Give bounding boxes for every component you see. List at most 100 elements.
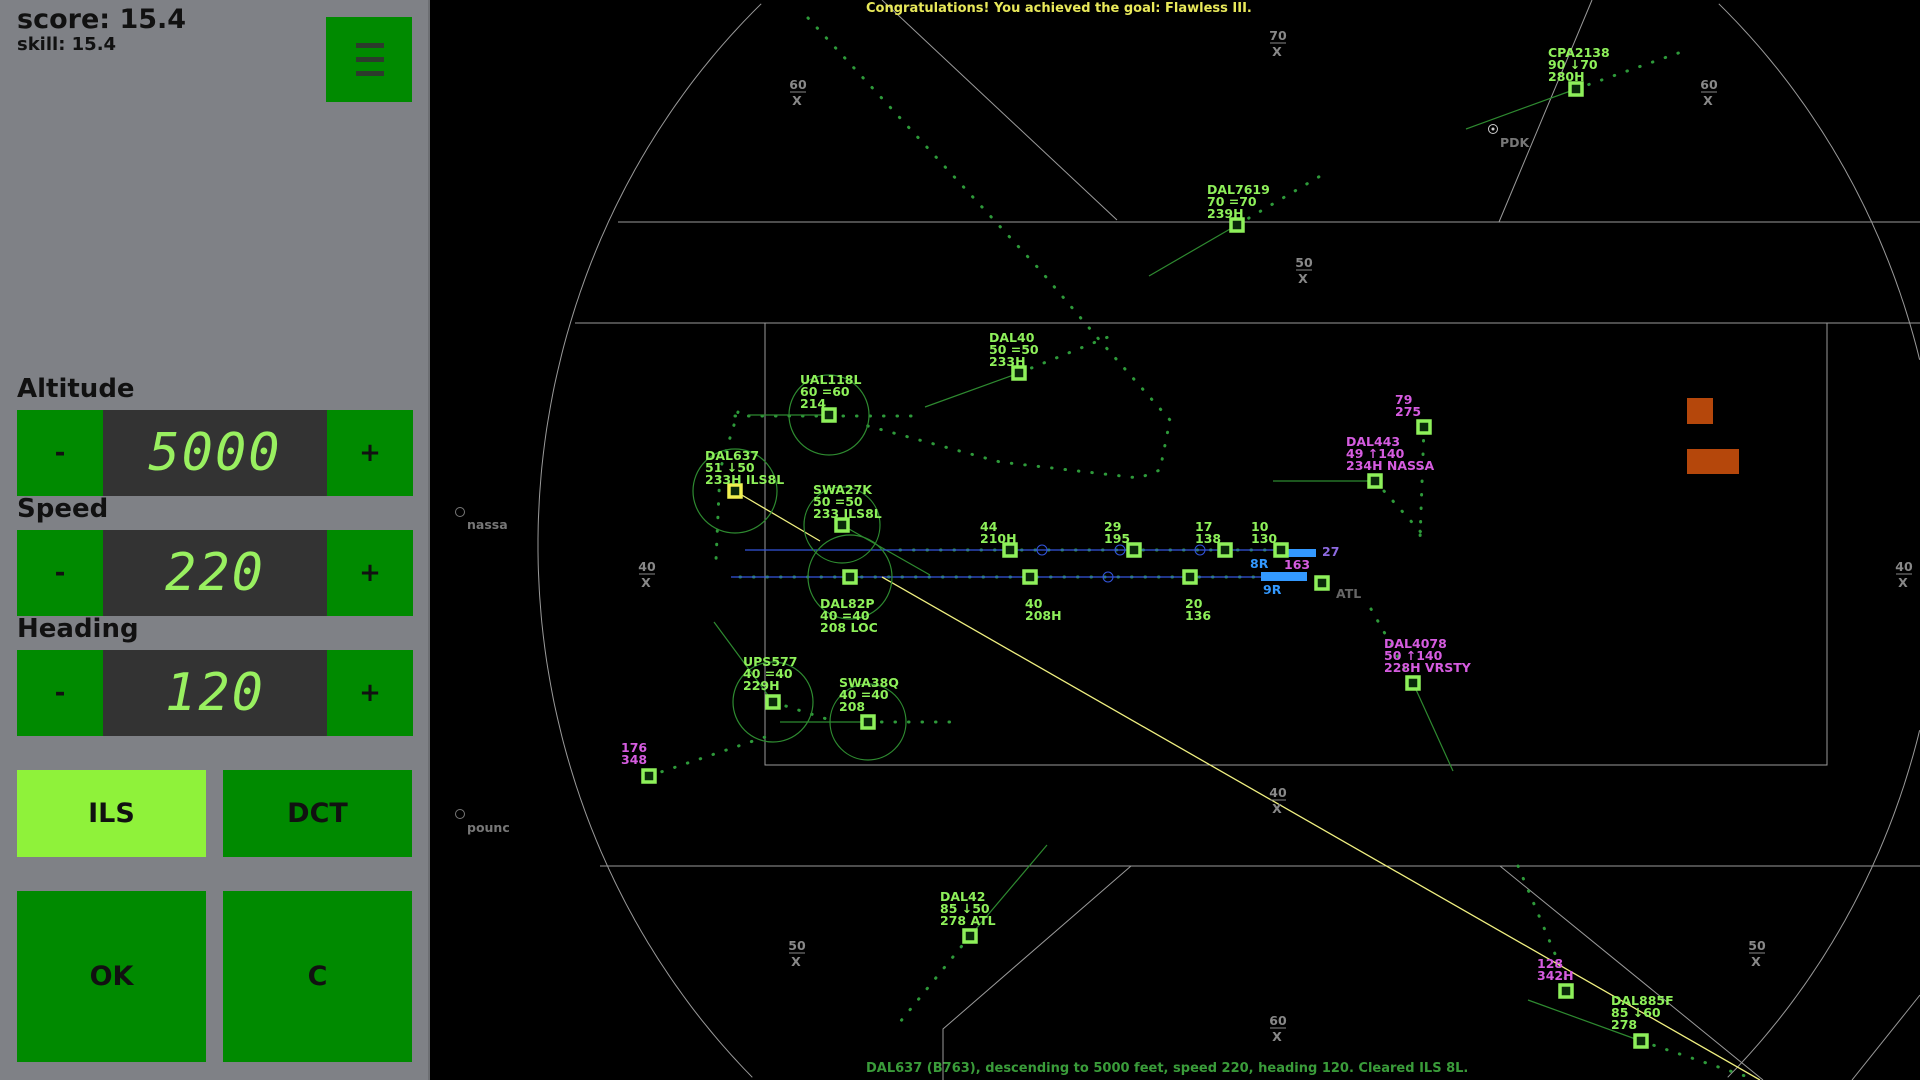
aircraft-data-tag[interactable]: 40 208H [1025, 596, 1062, 623]
aircraft-79[interactable]: 79 275 [1395, 392, 1432, 435]
altitude-increase-button[interactable]: + [327, 410, 413, 496]
speed-increase-button[interactable]: + [327, 530, 413, 616]
aircraft-target-icon[interactable] [765, 694, 781, 710]
aircraft-data-tag[interactable]: 128 342H [1537, 956, 1574, 983]
aircraft-target-icon[interactable] [641, 768, 657, 784]
aircraft-data-tag[interactable]: UPS577 40 =40 229H [743, 654, 797, 693]
aircraft-data-tag[interactable]: DAL42 85 ↓50 278 ATL [940, 889, 996, 928]
altitude-marker-value: 70 [1269, 28, 1287, 43]
aircraft-data-tag[interactable]: 20 136 [1185, 596, 1211, 623]
ils-button[interactable]: ILS [17, 770, 206, 857]
cancel-button[interactable]: C [223, 891, 412, 1062]
aircraft-target-icon[interactable] [1229, 217, 1245, 233]
aircraft-data-tag[interactable]: 17 138 [1195, 519, 1221, 546]
aircraft-dal637[interactable]: DAL637 51 ↓50 233H ILS8L [692, 448, 784, 534]
aircraft-dal443[interactable]: DAL443 49 ↑140 234H NASSA [1346, 434, 1434, 489]
approach-fix-marker [1114, 544, 1126, 556]
aircraft-target-icon[interactable] [1558, 983, 1574, 999]
tag-line: 10 [1251, 519, 1269, 534]
aircraft-dal4078[interactable]: DAL4078 50 ↑140 228H VRSTY [1384, 636, 1472, 691]
fix-pounc[interactable]: pounc [455, 809, 510, 836]
altitude-decrease-button[interactable]: - [17, 410, 103, 496]
aircraft-176[interactable]: 176 348 [621, 740, 657, 784]
heading-increase-button[interactable]: + [327, 650, 413, 736]
tag-line: 234H NASSA [1346, 458, 1434, 473]
fix-nassa[interactable]: nassa [455, 507, 508, 533]
aircraft-dal7619[interactable]: DAL7619 70 =70 239H [1207, 182, 1270, 233]
aircraft-target-icon[interactable] [1367, 473, 1383, 489]
aircraft-data-tag[interactable]: DAL885F 85 ↓60 278 [1611, 993, 1674, 1032]
ok-button[interactable]: OK [17, 891, 206, 1062]
aircraft-target-icon[interactable] [860, 714, 876, 730]
aircraft-data-tag[interactable]: SWA27K 50 =50 233 ILS8L [813, 482, 882, 521]
aircraft-data-tag[interactable]: DAL40 50 =50 233H [989, 330, 1039, 369]
tag-line: 280H [1548, 69, 1585, 84]
speed-decrease-button[interactable]: - [17, 530, 103, 616]
aircraft-target-icon[interactable] [962, 928, 978, 944]
aircraft-target-icon[interactable] [1273, 542, 1289, 558]
aircraft-ual118l[interactable]: UAL118L 60 =60 214 [788, 372, 870, 456]
aircraft-target-icon[interactable] [821, 407, 837, 423]
aircraft-data-tag[interactable]: 10 130 [1251, 519, 1277, 546]
aircraft-target-icon[interactable] [1011, 365, 1027, 381]
aircraft-target-icon[interactable] [727, 483, 743, 499]
aircraft-target-icon[interactable] [1182, 569, 1198, 585]
aircraft-data-tag[interactable]: DAL637 51 ↓50 233H ILS8L [705, 448, 784, 487]
aircraft-target-icon[interactable] [1126, 542, 1142, 558]
aircraft-data-tag[interactable]: SWA38Q 40 =40 208 [839, 675, 899, 714]
heading-label: Heading [17, 614, 139, 644]
aircraft-data-tag[interactable]: CPA2138 90 ↓70 280H [1548, 45, 1610, 84]
aircraft-target-icon[interactable] [1633, 1033, 1649, 1049]
aircraft-dal82p[interactable]: DAL82P 40 =40 208 LOC [807, 534, 893, 635]
aircraft-data-tag[interactable]: 176 348 [621, 740, 647, 767]
aircraft-10[interactable]: 10 130 [1251, 519, 1289, 558]
aircraft-target-icon[interactable] [1405, 675, 1421, 691]
aircraft-data-tag[interactable]: 79 275 [1395, 392, 1421, 419]
speed-display: 220 [103, 530, 327, 616]
fix-center-dot-icon [1491, 127, 1495, 131]
aircraft-data-tag[interactable]: DAL82P 40 =40 208 LOC [820, 596, 878, 635]
aircraft-target-icon[interactable] [1314, 575, 1330, 591]
altitude-marker-value: 60 [789, 77, 807, 92]
dct-button[interactable]: DCT [223, 770, 412, 857]
aircraft-29[interactable]: 29 195 [1104, 519, 1142, 558]
fix-pdk[interactable]: PDK [1488, 124, 1531, 151]
aircraft-data-tag[interactable]: 163 [1284, 557, 1310, 572]
aircraft-163[interactable]: 163 [1284, 557, 1330, 591]
aircraft-data-tag[interactable]: DAL7619 70 =70 239H [1207, 182, 1270, 221]
aircraft-target-icon[interactable] [1022, 569, 1038, 585]
heading-decrease-button[interactable]: - [17, 650, 103, 736]
aircraft-data-tag[interactable]: 29 195 [1104, 519, 1130, 546]
aircraft-target-icon[interactable] [1217, 542, 1233, 558]
fix-icon [455, 809, 465, 819]
aircraft-target-icon[interactable] [842, 569, 858, 585]
aircraft-dal40[interactable]: DAL40 50 =50 233H [989, 330, 1039, 381]
aircraft-target-icon[interactable] [834, 517, 850, 533]
aircraft-128[interactable]: 128 342H [1537, 956, 1574, 999]
aircraft-dal885f[interactable]: DAL885F 85 ↓60 278 [1611, 993, 1674, 1049]
aircraft-17[interactable]: 17 138 [1195, 519, 1233, 558]
aircraft-40[interactable]: 40 208H [1022, 569, 1062, 623]
aircraft-dal42[interactable]: DAL42 85 ↓50 278 ATL [940, 889, 996, 944]
menu-button[interactable] [326, 17, 412, 102]
aircraft-target-icon[interactable] [1002, 542, 1018, 558]
radar-scope[interactable]: 8R 9R 27 ATL 60 X 70 X 60 X 50 X 40 X 40 X 40 X 50 X 50 X… [430, 0, 1920, 1080]
aircraft-data-tag[interactable]: 44 210H [980, 519, 1017, 546]
tag-line: SWA27K [813, 482, 873, 497]
airport-label: ATL [1336, 586, 1361, 601]
aircraft-ups577[interactable]: UPS577 40 =40 229H [732, 654, 814, 743]
trail-dots [647, 733, 773, 778]
aircraft-target-icon[interactable] [1568, 81, 1584, 97]
aircraft-cpa2138[interactable]: CPA2138 90 ↓70 280H [1548, 45, 1610, 97]
aircraft-swa38q[interactable]: SWA38Q 40 =40 208 [829, 675, 907, 761]
aircraft-20[interactable]: 20 136 [1182, 569, 1211, 623]
fix-label: nassa [467, 517, 508, 532]
aircraft-data-tag[interactable]: DAL4078 50 ↑140 228H VRSTY [1384, 636, 1472, 675]
aircraft-target-icon[interactable] [1416, 419, 1432, 435]
aircraft-data-tag[interactable]: DAL443 49 ↑140 234H NASSA [1346, 434, 1434, 473]
aircraft-swa27k[interactable]: SWA27K 50 =50 233 ILS8L [803, 482, 882, 564]
aircraft-44[interactable]: 44 210H [980, 519, 1018, 558]
aircraft-data-tag[interactable]: UAL118L 60 =60 214 [800, 372, 861, 411]
